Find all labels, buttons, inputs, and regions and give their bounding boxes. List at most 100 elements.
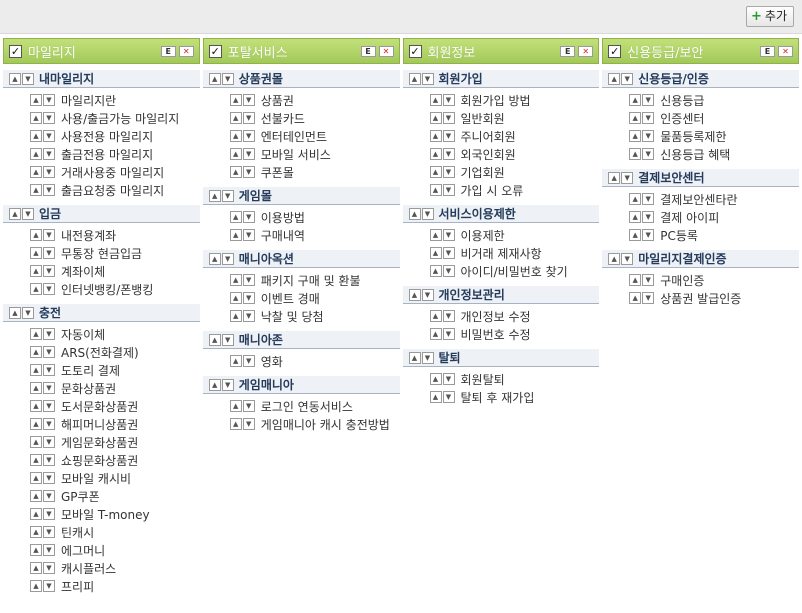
list-item-link[interactable]: 도서문화상품권 <box>61 399 139 414</box>
move-down-icon[interactable]: ▼ <box>621 72 634 85</box>
list-item-link[interactable]: 거래사용중 마일리지 <box>61 165 165 180</box>
move-up-icon[interactable]: ▲ <box>229 292 242 304</box>
move-up-icon[interactable]: ▲ <box>429 166 442 178</box>
list-item-link[interactable]: 구매인증 <box>660 273 705 288</box>
move-down-icon[interactable]: ▼ <box>442 373 455 385</box>
move-up-icon[interactable]: ▲ <box>208 252 221 265</box>
move-up-icon[interactable]: ▲ <box>429 310 442 322</box>
list-item-link[interactable]: 외국인회원 <box>460 147 516 162</box>
move-up-icon[interactable]: ▲ <box>229 130 242 142</box>
move-down-icon[interactable]: ▼ <box>442 148 455 160</box>
move-up-icon[interactable]: ▲ <box>629 112 642 124</box>
move-down-icon[interactable]: ▼ <box>421 288 434 301</box>
move-down-icon[interactable]: ▼ <box>43 229 55 241</box>
section-title[interactable]: 탈퇴 <box>438 351 461 365</box>
move-down-icon[interactable]: ▼ <box>43 112 55 124</box>
list-item-link[interactable]: 인증센터 <box>660 111 705 126</box>
move-up-icon[interactable]: ▲ <box>608 72 621 85</box>
move-up-icon[interactable]: ▲ <box>429 247 442 259</box>
move-down-icon[interactable]: ▼ <box>242 166 255 178</box>
section-title[interactable]: 매니아존 <box>238 333 283 347</box>
list-item-link[interactable]: 출금전용 마일리지 <box>61 147 154 162</box>
section-title[interactable]: 신용등급/인증 <box>638 72 709 86</box>
move-down-icon[interactable]: ▼ <box>242 211 255 223</box>
list-item-link[interactable]: 비거래 제재사항 <box>460 246 542 261</box>
list-item-link[interactable]: 모바일 서비스 <box>260 147 331 162</box>
list-item-link[interactable]: 결제보안센타란 <box>660 192 738 207</box>
list-item-link[interactable]: 프리피 <box>61 579 95 594</box>
list-item-link[interactable]: 엔터테인먼트 <box>260 129 327 144</box>
move-up-icon[interactable]: ▲ <box>429 373 442 385</box>
move-up-icon[interactable]: ▲ <box>229 94 242 106</box>
list-item-link[interactable]: 쿠폰몰 <box>260 165 294 180</box>
move-down-icon[interactable]: ▼ <box>242 400 255 412</box>
move-down-icon[interactable]: ▼ <box>242 355 255 367</box>
edit-icon[interactable]: E <box>160 45 176 57</box>
list-item-link[interactable]: 도토리 결제 <box>61 363 121 378</box>
column-checkbox[interactable]: ✓ <box>9 44 22 58</box>
add-button[interactable]: + 추가 <box>746 6 794 27</box>
move-up-icon[interactable]: ▲ <box>30 562 42 574</box>
move-down-icon[interactable]: ▼ <box>43 580 55 592</box>
list-item-link[interactable]: 낙찰 및 당첨 <box>260 309 324 324</box>
move-down-icon[interactable]: ▼ <box>242 274 255 286</box>
move-up-icon[interactable]: ▲ <box>30 247 42 259</box>
move-up-icon[interactable]: ▲ <box>229 400 242 412</box>
list-item-link[interactable]: 해피머니상품권 <box>61 417 139 432</box>
edit-icon[interactable]: E <box>760 45 775 57</box>
move-down-icon[interactable]: ▼ <box>43 562 55 574</box>
section-title[interactable]: 게임매니아 <box>238 378 294 392</box>
move-down-icon[interactable]: ▼ <box>221 333 234 346</box>
move-down-icon[interactable]: ▼ <box>642 94 655 106</box>
move-down-icon[interactable]: ▼ <box>421 207 434 220</box>
move-down-icon[interactable]: ▼ <box>221 378 234 391</box>
move-down-icon[interactable]: ▼ <box>442 310 455 322</box>
move-down-icon[interactable]: ▼ <box>43 247 55 259</box>
move-down-icon[interactable]: ▼ <box>442 328 455 340</box>
move-down-icon[interactable]: ▼ <box>43 94 55 106</box>
move-up-icon[interactable]: ▲ <box>229 418 242 430</box>
move-up-icon[interactable]: ▲ <box>30 580 42 592</box>
move-up-icon[interactable]: ▲ <box>30 229 42 241</box>
list-item-link[interactable]: 내전용계좌 <box>61 228 117 243</box>
move-down-icon[interactable]: ▼ <box>621 252 634 265</box>
list-item-link[interactable]: 비밀번호 수정 <box>460 327 531 342</box>
column-checkbox[interactable]: ✓ <box>208 44 222 58</box>
list-item-link[interactable]: 로그인 연동서비스 <box>260 399 353 414</box>
move-down-icon[interactable]: ▼ <box>221 72 234 85</box>
move-down-icon[interactable]: ▼ <box>43 490 55 502</box>
move-up-icon[interactable]: ▲ <box>30 508 42 520</box>
move-down-icon[interactable]: ▼ <box>642 211 655 223</box>
list-item-link[interactable]: 선불카드 <box>260 111 305 126</box>
move-up-icon[interactable]: ▲ <box>429 391 442 403</box>
list-item-link[interactable]: 신용등급 혜택 <box>660 147 731 162</box>
list-item-link[interactable]: 영화 <box>260 354 283 369</box>
list-item-link[interactable]: 상품권 <box>260 93 294 108</box>
list-item-link[interactable]: 아이디/비밀번호 찾기 <box>460 264 568 279</box>
section-title[interactable]: 회원가입 <box>438 72 483 86</box>
list-item-link[interactable]: 패키지 구매 및 환불 <box>260 273 361 288</box>
move-up-icon[interactable]: ▲ <box>229 355 242 367</box>
move-down-icon[interactable]: ▼ <box>43 436 55 448</box>
move-up-icon[interactable]: ▲ <box>30 130 42 142</box>
move-up-icon[interactable]: ▲ <box>208 378 221 391</box>
move-down-icon[interactable]: ▼ <box>43 400 55 412</box>
move-down-icon[interactable]: ▼ <box>442 130 455 142</box>
move-up-icon[interactable]: ▲ <box>30 472 42 484</box>
move-down-icon[interactable]: ▼ <box>43 526 55 538</box>
list-item-link[interactable]: 일반회원 <box>460 111 505 126</box>
list-item-link[interactable]: PC등록 <box>660 228 698 243</box>
move-down-icon[interactable]: ▼ <box>221 189 234 202</box>
list-item-link[interactable]: 자동이체 <box>61 327 106 342</box>
move-up-icon[interactable]: ▲ <box>629 130 642 142</box>
list-item-link[interactable]: 이벤트 경매 <box>260 291 320 306</box>
list-item-link[interactable]: 인터넷뱅킹/폰뱅킹 <box>61 282 154 297</box>
move-up-icon[interactable]: ▲ <box>429 184 442 196</box>
edit-icon[interactable]: E <box>360 45 376 57</box>
close-icon[interactable]: ✕ <box>778 45 793 57</box>
move-up-icon[interactable]: ▲ <box>30 526 42 538</box>
list-item-link[interactable]: 게임문화상품권 <box>61 435 139 450</box>
close-icon[interactable]: ✕ <box>178 45 194 57</box>
move-up-icon[interactable]: ▲ <box>30 184 42 196</box>
move-down-icon[interactable]: ▼ <box>642 130 655 142</box>
